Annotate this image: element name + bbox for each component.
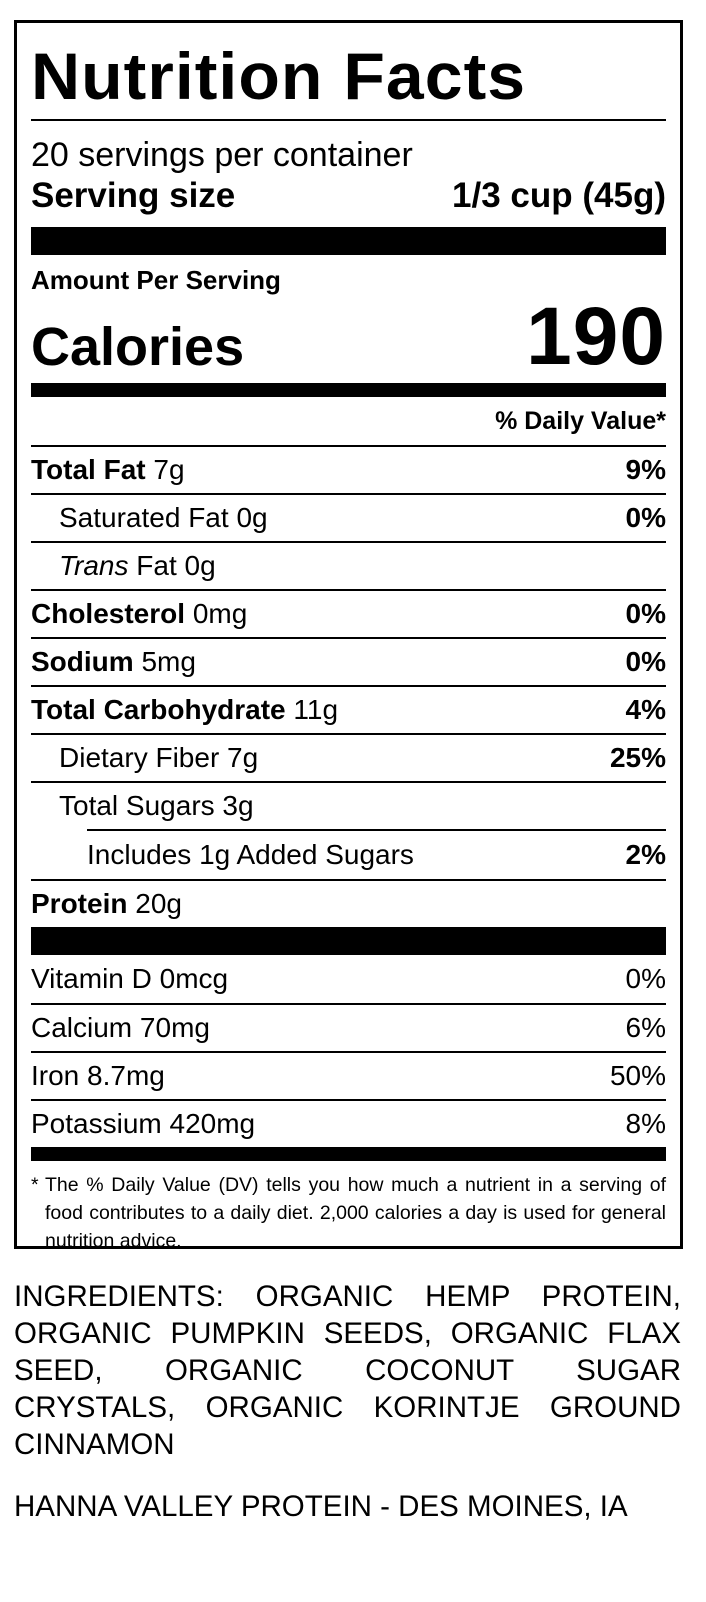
nutrient-dv: 2% xyxy=(625,839,666,870)
footnote: * The % Daily Value (DV) tells you how m… xyxy=(31,1171,666,1255)
thick-divider xyxy=(31,927,666,955)
nutrient-amount: 7g xyxy=(227,742,259,773)
nutrient-amount: 0g xyxy=(236,502,268,533)
thick-divider xyxy=(31,227,666,255)
amount-per-serving: Amount Per Serving xyxy=(31,265,281,295)
nutrient-row-sodium: Sodium 5mg 0% xyxy=(31,637,666,685)
vitamin-name: Potassium xyxy=(31,1108,162,1139)
medium-divider xyxy=(31,1147,666,1161)
nutrient-row-total-carbohydrate: Total Carbohydrate 11g 4% xyxy=(31,685,666,733)
nutrient-amount: 0mg xyxy=(192,598,248,629)
nutrient-row-total-sugars: Total Sugars 3g xyxy=(31,781,666,829)
nutrient-amount: 5mg xyxy=(141,646,196,677)
nutrient-name: Protein xyxy=(31,888,128,919)
nutrient-dv: 0% xyxy=(625,598,666,629)
nutrient-row-total-fat: Total Fat 7g 9% xyxy=(31,445,666,493)
nutrient-dv: 25% xyxy=(609,742,666,773)
serving-size-row: Serving size 1/3 cup (45g) xyxy=(31,175,666,217)
nutrient-dv: 9% xyxy=(625,454,666,485)
nutrient-name: Sodium xyxy=(31,646,134,677)
vitamin-dv: 6% xyxy=(625,1012,666,1043)
vitamin-row-vitamin-d: Vitamin D 0mcg 0% xyxy=(31,955,666,1003)
calories-value: 190 xyxy=(526,291,666,382)
calories-label: Calories xyxy=(31,317,245,377)
divider xyxy=(31,119,666,121)
nutrient-name: Total Carbohydrate xyxy=(31,694,286,725)
nutrient-amount: 11g xyxy=(293,694,339,725)
manufacturer-text: HANNA VALLEY PROTEIN - DES MOINES, IA xyxy=(14,1490,628,1523)
nutrient-name: Cholesterol xyxy=(31,598,186,629)
label-title: Nutrition Facts xyxy=(31,39,527,113)
nutrient-dv: 0% xyxy=(625,502,666,533)
nutrient-name: Saturated Fat xyxy=(59,502,229,533)
vitamin-amount: 420mg xyxy=(169,1108,256,1139)
serving-size-label: Serving size xyxy=(31,176,236,215)
nutrient-name: Total Fat xyxy=(31,454,146,485)
daily-value-header: % Daily Value* xyxy=(495,407,666,435)
nutrient-name: Dietary Fiber xyxy=(59,742,220,773)
nutrient-row-trans-fat: Trans Fat 0g xyxy=(31,541,666,589)
vitamin-name: Calcium xyxy=(31,1012,133,1043)
nutrient-row-dietary-fiber: Dietary Fiber 7g 25% xyxy=(31,733,666,781)
nutrient-amount: 7g xyxy=(153,454,185,485)
nutrient-dv: 0% xyxy=(625,646,666,677)
medium-divider xyxy=(31,383,666,397)
nutrient-dv: 4% xyxy=(625,694,666,725)
nutrient-row-saturated-fat: Saturated Fat 0g 0% xyxy=(31,493,666,541)
vitamin-amount: 8.7mg xyxy=(87,1060,165,1091)
nutrient-amount: 3g xyxy=(222,790,254,821)
partial-divider xyxy=(87,829,666,831)
nutrition-facts-label: Nutrition Facts 20 servings per containe… xyxy=(14,20,683,1252)
nutrient-name: Includes 1g Added Sugars xyxy=(87,839,414,870)
ingredients-text: INGREDIENTS: ORGANIC HEMP PROTEIN, ORGAN… xyxy=(14,1280,681,1461)
vitamin-row-potassium: Potassium 420mg 8% xyxy=(31,1099,666,1147)
footnote-text: The % Daily Value (DV) tells you how muc… xyxy=(45,1174,666,1252)
nutrient-name: Trans xyxy=(59,550,129,581)
footnote-star: * xyxy=(31,1174,39,1196)
vitamin-name: Vitamin D xyxy=(31,963,152,994)
vitamin-amount: 0mcg xyxy=(159,963,229,994)
nutrient-row-protein: Protein 20g xyxy=(31,879,666,927)
servings-per-container: 20 servings per container xyxy=(31,136,413,174)
vitamin-dv: 50% xyxy=(609,1060,666,1091)
nutrient-amount: 0g xyxy=(184,550,216,581)
vitamin-row-iron: Iron 8.7mg 50% xyxy=(31,1051,666,1099)
vitamin-name: Iron xyxy=(31,1060,80,1091)
vitamin-amount: 70mg xyxy=(139,1012,210,1043)
nutrient-amount: 20g xyxy=(135,888,182,919)
vitamin-row-calcium: Calcium 70mg 6% xyxy=(31,1003,666,1051)
nutrient-name-suffix: Fat xyxy=(136,550,177,581)
nutrient-row-added-sugars: Includes 1g Added Sugars 2% xyxy=(31,831,666,879)
vitamin-dv: 8% xyxy=(625,1108,666,1139)
vitamin-dv: 0% xyxy=(625,963,666,994)
serving-size-value: 1/3 cup (45g) xyxy=(452,176,666,215)
nutrient-name: Total Sugars xyxy=(59,790,215,821)
calories-row: Calories 190 xyxy=(31,291,666,382)
nutrient-row-cholesterol: Cholesterol 0mg 0% xyxy=(31,589,666,637)
